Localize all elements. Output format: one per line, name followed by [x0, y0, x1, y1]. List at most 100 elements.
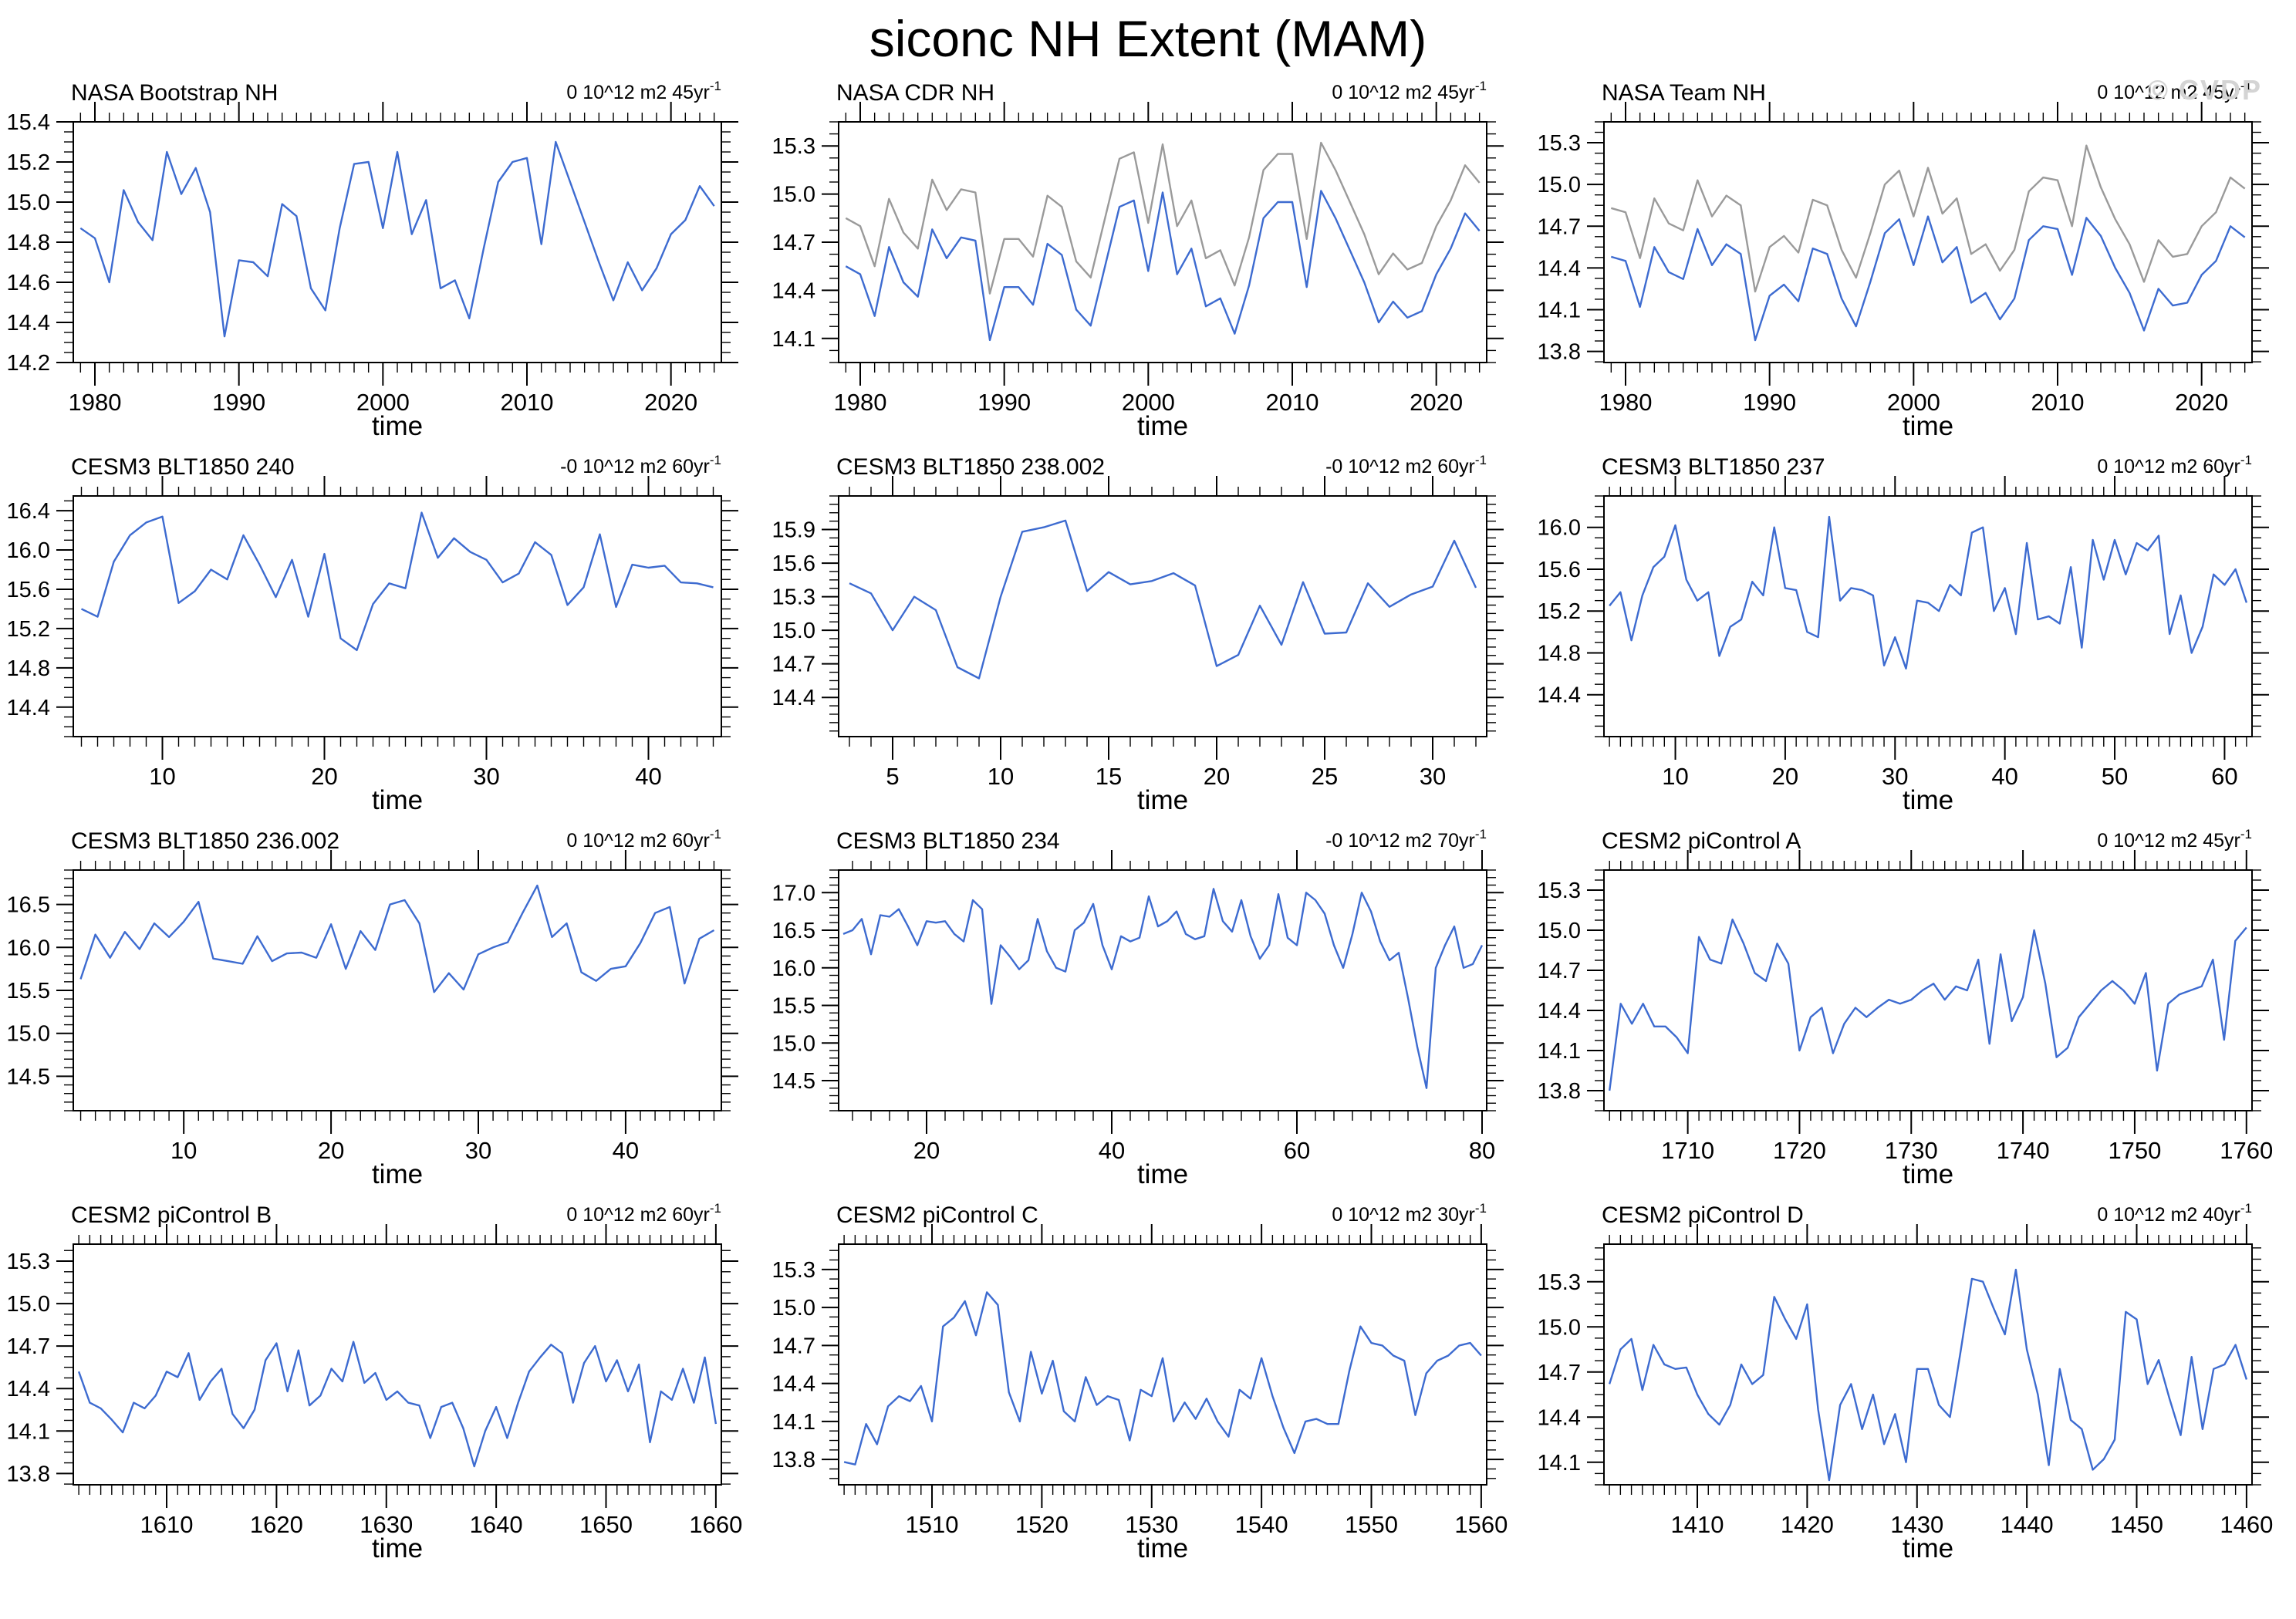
- series-line-primary: [1609, 515, 2248, 670]
- y-axis-tick-label: 16.4: [7, 499, 50, 524]
- x-axis-title: time: [372, 785, 423, 815]
- y-axis-tick-label: 14.1: [7, 1419, 50, 1444]
- x-axis-tick-label: 60: [1284, 1137, 1310, 1164]
- series-line-secondary: [1610, 144, 2246, 293]
- page-title: siconc NH Extent (MAM): [869, 10, 1427, 67]
- x-axis-tick-label: 30: [1420, 763, 1446, 790]
- x-axis-tick-label: 20: [318, 1137, 344, 1164]
- panel-title: NASA CDR NH: [836, 80, 994, 106]
- y-axis-tick-label: 13.8: [772, 1448, 815, 1472]
- axes: [56, 102, 738, 386]
- series-line-secondary: [845, 141, 1481, 295]
- y-axis-tick-label: 17.0: [772, 881, 815, 906]
- x-axis-tick-label: 25: [1312, 763, 1338, 790]
- x-axis-tick-label: 30: [465, 1137, 491, 1164]
- x-axis-tick-label: 1990: [1743, 389, 1796, 416]
- trend-annotation: 0 10^12 m2 60yr-1: [2097, 453, 2252, 477]
- x-axis-tick-label: 40: [1099, 1137, 1125, 1164]
- x-axis-tick-label: 15: [1096, 763, 1122, 790]
- plot-border: [73, 1243, 722, 1486]
- series-line-primary: [1610, 215, 2246, 342]
- x-axis-tick-label: 1450: [2110, 1511, 2163, 1538]
- panel-title: CESM2 piControl C: [836, 1202, 1038, 1228]
- panel-cesm2-picontrol-c: CESM2 piControl C 0 10^12 m2 30yr-1 1510 15…: [772, 1201, 1508, 1563]
- y-axis-tick-label: 15.0: [772, 183, 815, 207]
- trend-annotation: 0 10^12 m2 45yr-1: [566, 79, 721, 103]
- panel-cesm2-picontrol-a: CESM2 piControl A 0 10^12 m2 45yr-1 1710 17…: [1538, 827, 2274, 1189]
- plot-border: [1603, 495, 2253, 737]
- y-axis-tick-label: 14.4: [772, 686, 815, 710]
- x-axis-tick-label: 1980: [69, 389, 122, 416]
- axes: [822, 102, 1504, 386]
- x-axis-tick-label: 40: [613, 1137, 639, 1164]
- x-axis-tick-label: 1660: [689, 1511, 742, 1538]
- y-axis-tick-label: 14.5: [772, 1069, 815, 1094]
- x-axis-title: time: [372, 1533, 423, 1563]
- x-axis-tick-label: 5: [886, 763, 899, 790]
- plot-border: [73, 495, 722, 737]
- y-axis-tick-label: 13.8: [1538, 1079, 1581, 1104]
- y-axis-tick-label: 15.3: [1538, 131, 1581, 156]
- panel-nasa-team-nh: NASA Team NH 0 10^12 m2 45yr-1 1980 1990 200…: [1538, 79, 2269, 441]
- x-axis-title: time: [1903, 411, 1953, 441]
- panel-title: CESM3 BLT1850 238.002: [836, 454, 1105, 480]
- x-axis-title: time: [372, 411, 423, 441]
- y-axis-tick-label: 14.8: [7, 656, 50, 681]
- y-axis-tick-label: 15.2: [7, 617, 50, 642]
- series-line-primary: [79, 884, 715, 993]
- y-axis-tick-label: 14.2: [7, 351, 50, 376]
- trend-annotation: 0 10^12 m2 40yr-1: [2097, 1201, 2252, 1226]
- series-line-primary: [1609, 918, 2247, 1091]
- trend-annotation: 0 10^12 m2 45yr-1: [2097, 827, 2252, 852]
- y-axis-tick-label: 15.0: [772, 1031, 815, 1056]
- trend-annotation: -0 10^12 m2 60yr-1: [560, 453, 721, 477]
- y-axis-tick-label: 15.0: [7, 191, 50, 215]
- trend-annotation: -0 10^12 m2 60yr-1: [1325, 453, 1487, 477]
- y-axis-tick-label: 15.5: [772, 994, 815, 1019]
- x-axis-tick-label: 2010: [501, 389, 554, 416]
- plot-border: [1603, 121, 2253, 363]
- axes: [1587, 1224, 2269, 1508]
- y-axis-tick-label: 14.1: [772, 1410, 815, 1435]
- y-axis-tick-label: 14.1: [772, 327, 815, 352]
- x-axis-tick-label: 1710: [1661, 1137, 1714, 1164]
- y-axis-tick-label: 14.4: [1538, 1405, 1581, 1430]
- axes: [822, 476, 1504, 760]
- y-axis-tick-label: 15.6: [7, 578, 50, 602]
- y-axis-tick-label: 16.0: [772, 956, 815, 981]
- x-axis-tick-label: 2000: [1122, 389, 1175, 416]
- plot-border: [73, 121, 722, 363]
- panel-cesm3-blt1850-237: CESM3 BLT1850 237 0 10^12 m2 60yr-1 10 20 30…: [1538, 453, 2269, 815]
- axes: [56, 476, 738, 760]
- x-axis-tick-label: 1980: [1599, 389, 1653, 416]
- x-axis-title: time: [1903, 1159, 1953, 1189]
- x-axis-title: time: [1137, 1159, 1188, 1189]
- x-axis-tick-label: 1420: [1781, 1511, 1834, 1538]
- x-axis-tick-label: 10: [988, 763, 1014, 790]
- x-axis-tick-label: 1760: [2220, 1137, 2273, 1164]
- axes: [56, 1224, 738, 1508]
- series-line-primary: [79, 140, 715, 338]
- x-axis-tick-label: 1730: [1885, 1137, 1938, 1164]
- series-line-primary: [80, 511, 714, 652]
- plot-border: [1603, 869, 2253, 1111]
- y-axis-tick-label: 14.7: [1538, 1361, 1581, 1385]
- axes: [1587, 476, 2269, 760]
- panel-cesm3-blt1850-240: CESM3 BLT1850 240 -0 10^12 m2 60yr-1 10 20 3…: [7, 453, 738, 815]
- x-axis-tick-label: 30: [473, 763, 499, 790]
- x-axis-tick-label: 20: [311, 763, 337, 790]
- axes: [1587, 102, 2269, 386]
- y-axis-tick-label: 14.7: [772, 1334, 815, 1358]
- x-axis-tick-label: 10: [1662, 763, 1688, 790]
- plot-border: [73, 869, 722, 1111]
- panel-cesm3-blt1850-236-002: CESM3 BLT1850 236.002 0 10^12 m2 60yr-1 10…: [7, 827, 738, 1189]
- y-axis-tick-label: 14.7: [1538, 959, 1581, 983]
- y-axis-tick-label: 14.4: [7, 696, 50, 720]
- panel-title: CESM3 BLT1850 236.002: [71, 828, 339, 854]
- trend-annotation: 0 10^12 m2 45yr-1: [1332, 79, 1487, 103]
- x-axis-tick-label: 1990: [212, 389, 265, 416]
- panel-title: CESM3 BLT1850 237: [1602, 454, 1825, 480]
- x-axis-tick-label: 2010: [1266, 389, 1319, 416]
- series-line-primary: [77, 1341, 718, 1468]
- axes: [56, 850, 738, 1134]
